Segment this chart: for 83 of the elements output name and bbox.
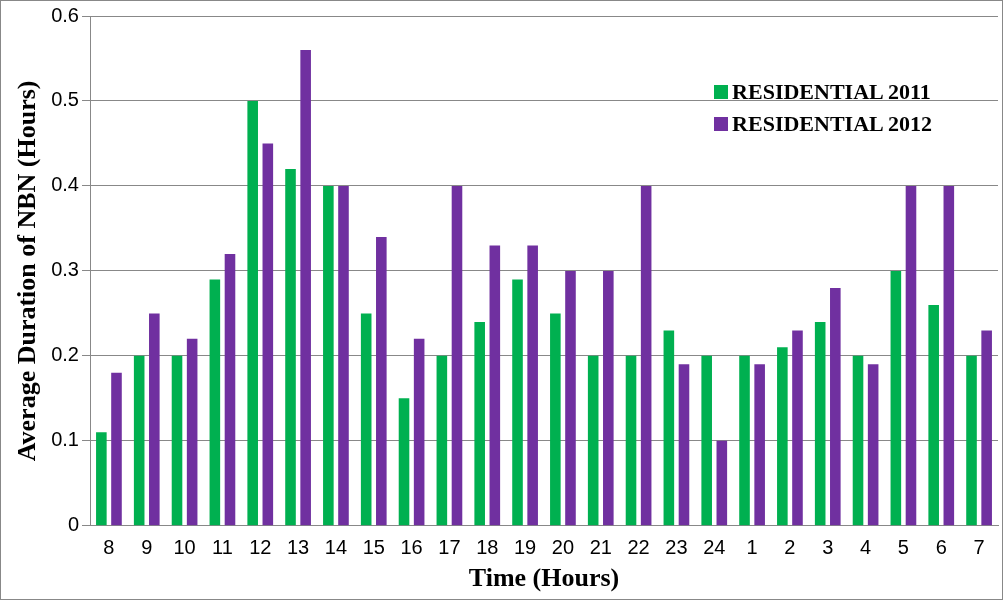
x-tick-label: 8 [103,536,115,559]
x-tick-label: 23 [665,536,688,559]
bar [587,355,599,526]
bar [905,185,917,526]
bar [777,347,788,526]
x-tick-label: 22 [627,536,650,559]
bar [852,355,864,526]
bar [133,355,145,526]
y-tick-label: 0.4 [51,173,79,196]
x-tick-label: 6 [935,536,947,559]
bar [565,270,576,526]
bar [209,279,221,526]
x-tick-label: 7 [973,536,985,559]
x-tick-label: 13 [286,536,310,559]
bar [966,355,977,526]
y-tick-label: 0.3 [51,258,79,281]
x-tick-label: 24 [703,536,726,559]
bar [550,313,561,526]
bar [663,330,675,526]
bar [224,253,236,526]
legend-label: RESIDENTIAL 2012 [732,111,932,137]
legend-label: RESIDENTIAL 2011 [732,79,931,105]
bar [111,372,122,526]
bar [413,338,425,526]
bar [474,321,485,526]
bar [754,364,765,526]
bar [943,185,955,526]
x-tick-label: 19 [513,536,537,559]
x-tick-label: 20 [551,536,575,559]
y-tick-label: 0.6 [51,3,79,26]
bar [451,185,463,526]
bar [247,100,258,526]
x-tick-label: 18 [476,536,499,559]
x-tick-label: 14 [324,536,348,559]
bar [603,270,614,526]
bar [678,364,690,526]
bar [890,270,902,526]
bar [436,355,448,526]
bar [512,279,523,526]
bar [928,304,939,526]
bar [360,313,372,526]
y-tick-label: 0 [67,513,79,536]
x-tick-label: 16 [400,536,423,559]
x-tick-label: 5 [897,536,909,559]
x-tick-label: 2 [784,536,796,559]
bar [96,432,107,526]
bar [262,143,274,526]
bar [814,321,826,526]
x-tick-label: 3 [822,536,834,559]
bar [300,49,311,526]
bar [981,330,992,526]
bar [149,313,160,526]
x-axis-title: Time (Hours) [468,563,620,593]
x-tick-label: 15 [362,536,385,559]
bar [489,245,501,526]
bar [323,185,334,526]
x-tick-label: 9 [141,536,153,559]
bar [338,185,349,526]
bar [830,287,841,526]
x-tick-label: 12 [249,536,272,559]
y-tick-label: 0.1 [51,428,79,451]
bar [186,338,198,526]
x-tick-label: 17 [438,536,461,559]
bar [625,355,637,526]
x-tick-label: 4 [860,536,872,559]
y-tick-label: 0.5 [51,88,79,111]
bar [716,440,728,526]
y-tick-label: 0.2 [51,343,79,366]
x-tick-label: 1 [746,536,758,559]
bar [527,245,538,526]
bar [739,355,750,526]
x-tick-label: 21 [589,536,612,559]
bar [640,185,652,526]
bar [398,398,410,526]
y-axis-title: Average Duration of NBN (Hours) [12,80,42,462]
x-tick-label: 11 [212,536,233,559]
bar [376,236,387,526]
bar [792,330,803,526]
bar [285,168,296,526]
x-tick-label: 10 [173,536,196,559]
bar [171,355,183,526]
bar [701,355,712,526]
bar [867,364,879,526]
